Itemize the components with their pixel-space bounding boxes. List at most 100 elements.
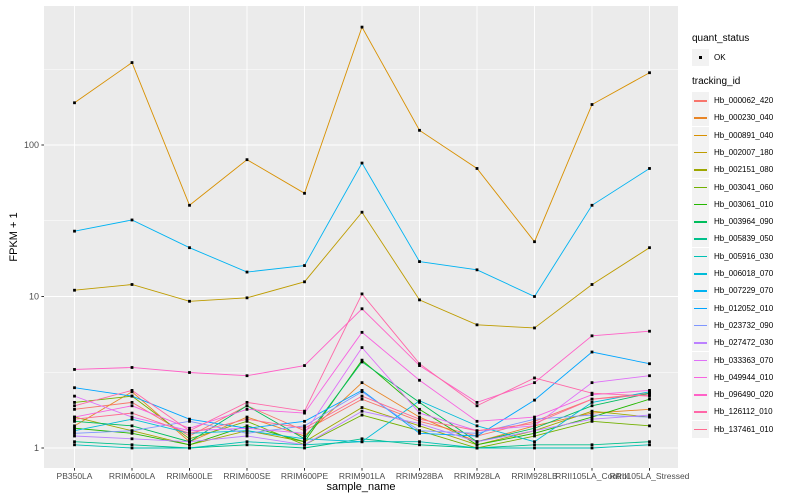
x-tick-label: RRIM901LA: [339, 471, 386, 481]
data-point: [418, 378, 421, 382]
legend-entry-tracking-id: Hb_002151_080: [692, 161, 774, 179]
legend-label: Hb_007229_070: [714, 286, 774, 296]
legend-line-icon: [694, 221, 707, 223]
data-point: [475, 431, 479, 435]
legend-key-swatch: [692, 386, 709, 404]
data-point: [73, 431, 76, 435]
legend-key-swatch: [692, 316, 709, 334]
data-point: [360, 440, 364, 444]
data-point: [130, 429, 134, 433]
data-point: [360, 360, 364, 364]
legend-label: Hb_002151_080: [714, 165, 774, 175]
data-point: [130, 417, 134, 421]
data-point: [533, 431, 536, 435]
legend-key-swatch: [692, 109, 709, 127]
data-point: [188, 246, 191, 250]
legend-label: Hb_000891_040: [714, 130, 774, 140]
y-tick-label: 10: [29, 292, 39, 302]
data-point: [360, 161, 364, 165]
data-point: [418, 399, 421, 403]
data-point: [648, 440, 651, 444]
x-tick-label: RRII105LA_Control: [555, 471, 629, 481]
data-point: [130, 283, 134, 286]
legend-line-icon: [694, 273, 707, 275]
legend-line-icon: [694, 324, 707, 327]
legend-line-icon: [694, 117, 707, 119]
data-point: [533, 429, 536, 433]
data-point: [303, 191, 306, 195]
legend-key-swatch: [692, 351, 709, 369]
data-point: [475, 434, 479, 438]
data-point: [475, 440, 479, 444]
data-point: [188, 437, 191, 441]
data-point: [418, 362, 421, 366]
legend-title-tracking-id: tracking_id: [692, 76, 741, 87]
data-point: [73, 386, 76, 390]
data-point: [418, 400, 421, 404]
legend-entry-tracking-id: Hb_002007_180: [692, 143, 773, 161]
data-point: [418, 417, 421, 421]
data-point: [130, 443, 134, 447]
data-point: [360, 409, 364, 413]
data-point: [648, 443, 651, 447]
data-point: [188, 371, 191, 374]
legend-key-swatch: [692, 334, 709, 352]
legend-label: Hb_003061_010: [714, 199, 774, 209]
legend-entry-tracking-id: Hb_003041_060: [692, 178, 773, 196]
data-point: [188, 419, 191, 423]
legend-key-swatch: [692, 143, 709, 161]
data-point: [590, 393, 594, 397]
data-point: [475, 167, 479, 170]
data-point: [188, 417, 191, 421]
data-point: [245, 415, 249, 419]
data-point: [303, 429, 306, 433]
data-point: [475, 419, 479, 423]
data-point: [475, 424, 479, 428]
legend-entry-tracking-id: Hb_126112_010: [692, 403, 773, 421]
legend-label: Hb_005916_030: [714, 251, 774, 261]
data-point: [360, 381, 364, 385]
data-point: [73, 426, 76, 430]
data-point: [418, 128, 421, 132]
data-point: [130, 61, 134, 64]
data-point: [648, 424, 651, 428]
legend-line-icon: [694, 394, 707, 396]
data-point: [360, 292, 364, 296]
y-tick-label: 1: [34, 443, 39, 453]
data-point: [303, 443, 306, 447]
legend-key-swatch: [692, 178, 709, 196]
data-point: [303, 364, 306, 367]
data-point: [418, 429, 421, 433]
data-point: [360, 413, 364, 417]
legend-line-icon: [694, 186, 707, 189]
data-point: [245, 431, 249, 435]
data-point: [590, 391, 594, 395]
legend-key-swatch: [692, 265, 709, 282]
legend-label: Hb_003964_090: [714, 217, 774, 227]
legend-line-icon: [694, 100, 707, 102]
legend-line-icon: [694, 428, 707, 431]
data-point: [303, 434, 306, 438]
data-point: [360, 358, 364, 362]
data-point: [360, 437, 364, 441]
data-point: [648, 393, 651, 397]
legend-entry-tracking-id: Hb_096490_020: [692, 386, 773, 404]
data-point: [245, 407, 249, 411]
data-point: [590, 417, 594, 421]
data-point: [73, 407, 76, 411]
data-point: [73, 429, 76, 433]
data-point: [245, 296, 249, 300]
data-point: [303, 440, 306, 444]
legend-entry-tracking-id: Hb_007229_070: [692, 282, 774, 300]
legend-key-swatch: [692, 368, 709, 386]
data-point: [245, 400, 249, 404]
y-axis-title: FPKM + 1: [8, 212, 20, 262]
data-point: [73, 288, 76, 292]
data-point: [533, 422, 536, 425]
data-point: [73, 415, 76, 419]
data-point: [360, 307, 364, 311]
data-point: [245, 440, 249, 444]
x-tick-label: RRIM600LA: [109, 471, 156, 481]
x-tick-label: PB350LA: [57, 471, 93, 481]
